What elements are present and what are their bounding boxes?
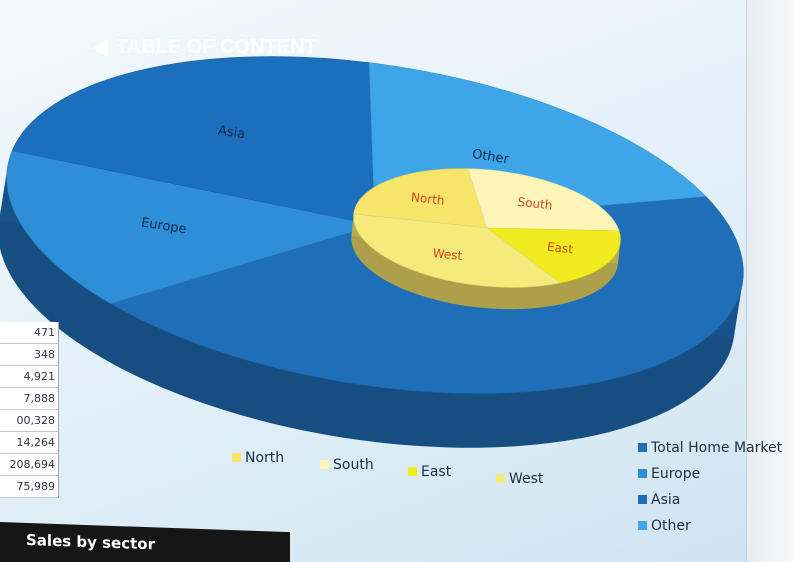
legend-swatch	[496, 474, 505, 483]
legend-label: North	[245, 450, 284, 466]
legend-swatch	[638, 495, 647, 504]
table-cell: 208,694	[0, 454, 58, 476]
table-cell: 75,989	[0, 476, 58, 498]
table-cell: 4,921	[0, 366, 58, 388]
legend-label: Other	[651, 518, 691, 534]
legend-label: South	[333, 457, 374, 473]
legend-label: West	[509, 471, 544, 487]
legend-swatch	[232, 453, 241, 462]
legend-label: East	[421, 464, 452, 480]
table-cell: 00,328	[0, 410, 58, 432]
legend-label: Total Home Market	[650, 440, 783, 456]
legend-label: Asia	[651, 492, 680, 508]
back-link[interactable]: TABLE OF CONTENT	[92, 36, 317, 59]
slice-label: East	[546, 240, 574, 257]
legend-label: Europe	[651, 466, 700, 482]
section-title: Sales by sector	[26, 531, 155, 554]
legend-swatch	[638, 469, 647, 478]
screen: EuropeAsiaOtherTotal Home MarketEuropeAs…	[0, 0, 793, 562]
legend-swatch	[638, 521, 647, 530]
table-cell: 471	[0, 322, 58, 344]
chart: EuropeAsiaOtherTotal Home MarketEuropeAs…	[0, 0, 793, 562]
legend-swatch	[638, 443, 647, 452]
legend-swatch	[320, 460, 329, 469]
back-link-text[interactable]: TABLE OF CONTENT	[116, 36, 317, 59]
table-cell: 348	[0, 344, 58, 366]
legend-swatch	[408, 467, 417, 476]
table-cell: 14,264	[0, 432, 58, 454]
back-arrow	[92, 39, 108, 57]
table-cell: 7,888	[0, 388, 58, 410]
